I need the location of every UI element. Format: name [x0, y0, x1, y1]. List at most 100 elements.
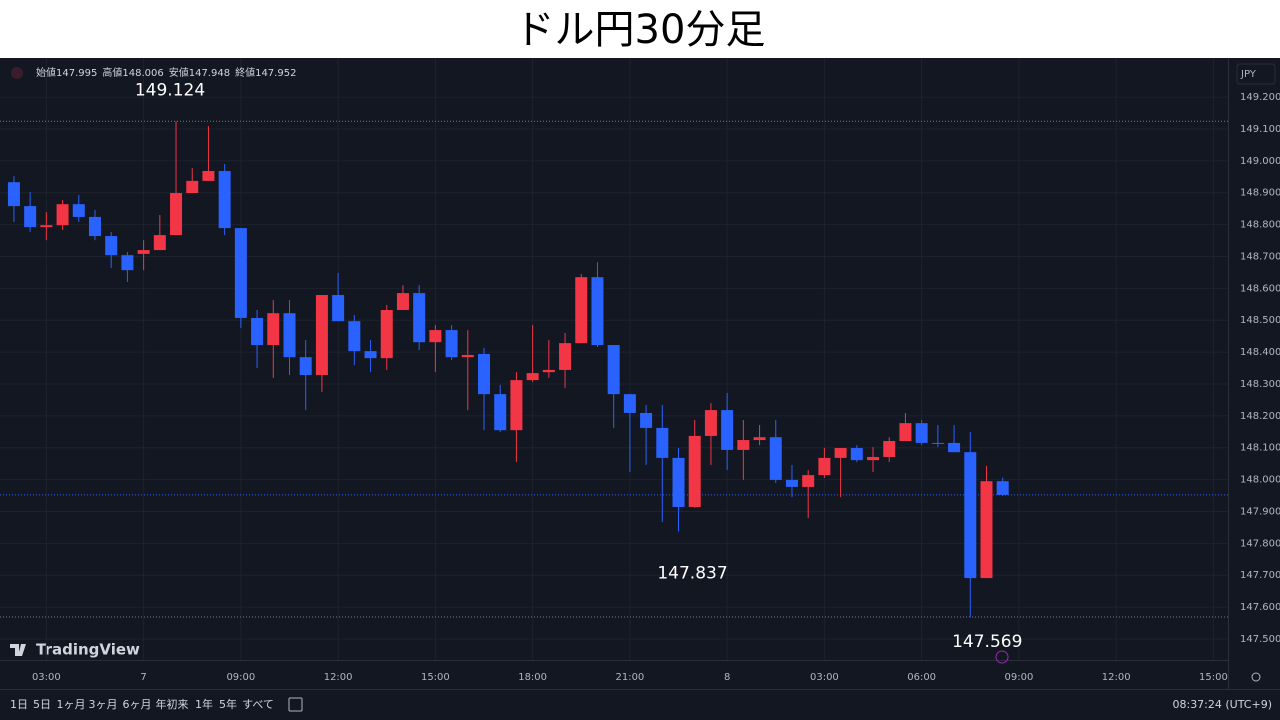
extreme-label: 147.569 — [952, 632, 1022, 652]
candle-body — [688, 435, 701, 507]
candle-body — [672, 457, 685, 507]
candle-body — [56, 204, 69, 226]
ohlc-legend: 始値147.995 高値148.006 安値147.948 終値147.952 — [36, 66, 296, 79]
candle-body — [980, 481, 993, 579]
x-tick-label: 18:00 — [518, 672, 547, 683]
range-button[interactable]: すべて — [242, 698, 274, 711]
x-tick-label: 09:00 — [1004, 672, 1033, 683]
candle-body — [867, 456, 880, 461]
candle-body — [429, 330, 442, 343]
title-bar — [0, 0, 1280, 58]
candle-body — [315, 295, 328, 376]
candle-body — [137, 250, 150, 254]
x-tick-label: 21:00 — [615, 672, 644, 683]
y-tick-label: 147.700 — [1240, 570, 1280, 581]
y-tick-label: 148.600 — [1240, 283, 1280, 294]
candle-body — [526, 373, 539, 381]
candle-body — [656, 427, 669, 458]
candle-body — [396, 293, 409, 310]
candle-body — [737, 440, 750, 450]
x-tick-label: 12:00 — [1102, 672, 1131, 683]
range-button[interactable]: 6ヶ月 — [123, 698, 152, 711]
y-tick-label: 148.100 — [1240, 443, 1280, 454]
y-tick-label: 147.500 — [1240, 634, 1280, 645]
symbol-icon — [11, 67, 23, 79]
chart-panel — [0, 58, 1280, 720]
candle-body — [251, 317, 264, 346]
y-tick-label: 148.900 — [1240, 188, 1280, 199]
candle-body — [753, 437, 766, 441]
y-tick-label: 148.700 — [1240, 251, 1280, 262]
y-tick-label: 148.200 — [1240, 411, 1280, 422]
candle-body — [591, 277, 604, 346]
currency-box[interactable] — [1236, 63, 1276, 85]
candle-body — [510, 380, 523, 431]
candle-body — [267, 313, 280, 346]
candle-body — [413, 293, 426, 343]
candle-body — [88, 216, 101, 237]
range-button[interactable]: 1年 — [195, 697, 213, 711]
candle-body — [283, 313, 296, 358]
ohlc-value: 147.995 — [56, 68, 97, 79]
currency[interactable]: JPY — [1240, 69, 1257, 80]
x-tick-label: 8 — [724, 672, 730, 683]
settings-icon[interactable] — [1251, 672, 1261, 682]
candle-body — [623, 394, 636, 413]
y-tick-label: 148.000 — [1240, 475, 1280, 486]
candle-body — [24, 206, 37, 228]
x-tick-label: 12:00 — [324, 672, 353, 683]
candle-body — [640, 412, 653, 428]
candle-body — [153, 235, 166, 251]
ohlc-key: 安値 — [169, 66, 189, 79]
y-tick-label: 147.800 — [1240, 538, 1280, 549]
x-tick-label: 03:00 — [810, 672, 839, 683]
candle-body — [769, 437, 782, 480]
candle-body — [170, 193, 183, 236]
y-tick-label: 148.400 — [1240, 347, 1280, 358]
x-tick-label: 7 — [140, 672, 146, 683]
range-button[interactable]: 5年 — [219, 697, 237, 711]
candle-body — [834, 448, 847, 458]
candle-body — [105, 236, 118, 256]
x-tick-label: 15:00 — [1199, 672, 1228, 683]
candle-body — [607, 345, 620, 395]
range-button[interactable]: 1日 — [10, 698, 28, 711]
range-button[interactable]: 1ヶ月 — [57, 698, 86, 711]
ohlc-key: 始値 — [36, 66, 56, 79]
candle-body — [348, 321, 361, 352]
brand-logo — [10, 644, 26, 656]
ohlc-value: 147.952 — [255, 68, 296, 79]
brand-name: TradingView — [36, 641, 140, 659]
candle-body — [218, 171, 231, 229]
candle-body — [559, 343, 572, 370]
alert-icon[interactable] — [995, 650, 1009, 664]
candle-body — [202, 171, 215, 181]
ohlc-key: 終値 — [235, 66, 255, 79]
grid — [0, 58, 1228, 660]
candle-body — [186, 180, 199, 194]
candle-body — [996, 481, 1009, 495]
y-tick-label: 149.000 — [1240, 156, 1280, 167]
candle-body — [899, 423, 912, 442]
x-tick-label: 15:00 — [421, 672, 450, 683]
candle-body — [72, 204, 85, 217]
candle-body — [380, 309, 393, 359]
calendar-icon[interactable] — [288, 697, 303, 712]
candle-body — [575, 277, 588, 344]
candle-body — [478, 353, 491, 395]
candle-body — [364, 351, 377, 359]
range-button[interactable]: 5日 — [33, 698, 51, 711]
y-tick-label: 147.600 — [1240, 602, 1280, 613]
x-tick-label: 09:00 — [226, 672, 255, 683]
ohlc-value: 148.006 — [122, 68, 163, 79]
candle-body — [850, 448, 863, 461]
candle-body — [915, 423, 928, 443]
y-tick-label: 147.900 — [1240, 506, 1280, 517]
range-button[interactable]: 3ヶ月 — [89, 698, 118, 711]
candle-body — [802, 475, 815, 487]
range-button[interactable]: 年初来 — [156, 697, 189, 711]
page-title: ドル円30分足 — [515, 7, 766, 53]
candle-body — [494, 394, 507, 431]
y-tick-label: 149.100 — [1240, 124, 1280, 135]
